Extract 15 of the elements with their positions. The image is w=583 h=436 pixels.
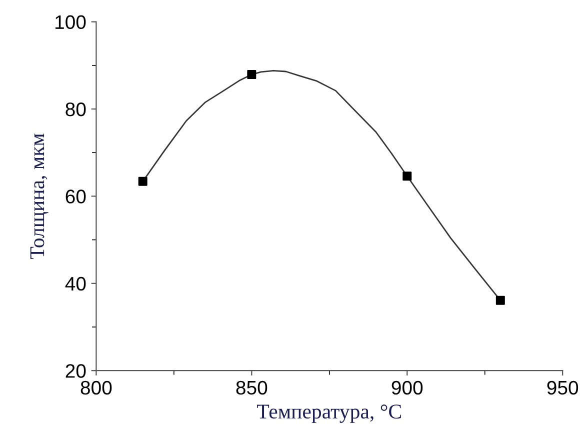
y-tick-label: 20 <box>66 364 86 378</box>
point <box>247 70 256 80</box>
y-tick-label: 100 <box>56 15 86 30</box>
point <box>402 172 412 181</box>
y-tick-label: 80 <box>66 102 86 116</box>
x-tick-label: 900 <box>392 380 423 395</box>
point <box>138 176 148 186</box>
y-tick-label: 40 <box>65 276 86 291</box>
x-axis-title: Температура, °C <box>257 404 401 423</box>
x-tick-label: 800 <box>80 380 112 395</box>
x-tick-label: 950 <box>547 380 578 395</box>
point <box>496 296 505 305</box>
y-tick-label: 60 <box>66 190 86 204</box>
y-axis-title: Толщина, мкм <box>30 134 48 259</box>
x-tick-label: 850 <box>236 380 268 395</box>
